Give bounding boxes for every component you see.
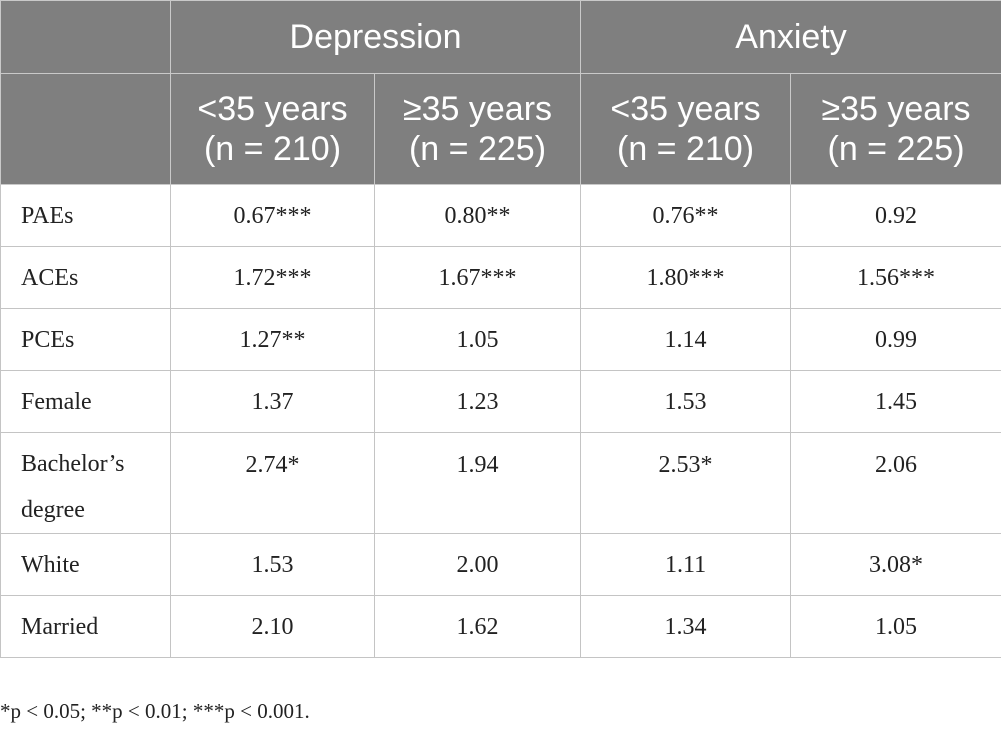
table-row-married: Married 2.10 1.62 1.34 1.05 <box>0 595 1001 658</box>
cell-value: 1.45 <box>790 370 1001 433</box>
cell-value: 1.05 <box>790 595 1001 658</box>
table-row-female: Female 1.37 1.23 1.53 1.45 <box>0 370 1001 433</box>
cell-value: 1.23 <box>373 370 582 433</box>
subheader-age: <35 years <box>197 90 348 128</box>
cell-value: 2.06 <box>790 432 1001 534</box>
row-label: White <box>0 533 171 596</box>
cell-value: 0.80** <box>373 184 582 247</box>
row-label: PCEs <box>0 308 171 371</box>
cell-value: 1.27** <box>170 308 375 371</box>
header-row-subgroups: <35 years (n = 210) ≥35 years (n = 225) … <box>0 73 1001 185</box>
odds-ratio-table-container: Depression Anxiety <35 years (n = 210) ≥… <box>0 0 1001 658</box>
cell-value: 1.34 <box>580 595 792 658</box>
cell-value: 2.00 <box>373 533 582 596</box>
cell-value: 1.05 <box>373 308 582 371</box>
cell-value: 0.76** <box>580 184 792 247</box>
cell-value: 1.14 <box>580 308 792 371</box>
cell-value: 1.56*** <box>790 246 1001 309</box>
table-body: PAEs 0.67*** 0.80** 0.76** 0.92 ACEs 1.7… <box>0 184 1001 658</box>
cell-value: 1.37 <box>170 370 375 433</box>
cell-value: 1.94 <box>373 432 582 534</box>
subheader-depression-under35: <35 years (n = 210) <box>170 73 375 185</box>
subheader-anxiety-under35: <35 years (n = 210) <box>580 73 792 185</box>
row-label: Married <box>0 595 171 658</box>
group-header-depression: Depression <box>169 0 582 74</box>
cell-value: 0.92 <box>790 184 1001 247</box>
subheader-depression-35plus: ≥35 years (n = 225) <box>373 73 582 185</box>
cell-value: 1.72*** <box>170 246 375 309</box>
subheader-n: (n = 210) <box>203 130 342 168</box>
table-row-bachelors-degree: Bachelor’s degree 2.74* 1.94 2.53* 2.06 <box>0 432 1001 534</box>
table-header: Depression Anxiety <35 years (n = 210) ≥… <box>0 0 1001 185</box>
cell-value: 1.80*** <box>580 246 792 309</box>
cell-value: 1.53 <box>580 370 792 433</box>
header-corner <box>0 0 171 74</box>
subheader-anxiety-35plus: ≥35 years (n = 225) <box>790 73 1001 185</box>
row-label: PAEs <box>0 184 171 247</box>
table-row-white: White 1.53 2.00 1.11 3.08* <box>0 533 1001 596</box>
group-header-anxiety: Anxiety <box>580 0 1001 74</box>
cell-value: 3.08* <box>790 533 1001 596</box>
cell-value: 2.10 <box>170 595 375 658</box>
subheader-n: (n = 225) <box>408 130 547 168</box>
cell-value: 2.74* <box>170 432 375 534</box>
cell-value: 1.67*** <box>373 246 582 309</box>
row-label: Female <box>0 370 171 433</box>
header-corner-sub <box>0 73 171 185</box>
table-row-aces: ACEs 1.72*** 1.67*** 1.80*** 1.56*** <box>0 246 1001 309</box>
subheader-age: ≥35 years <box>821 90 971 128</box>
cell-value: 0.67*** <box>170 184 375 247</box>
subheader-age: <35 years <box>610 90 761 128</box>
cell-value: 2.53* <box>580 432 792 534</box>
subheader-age: ≥35 years <box>402 90 553 128</box>
row-label: ACEs <box>0 246 171 309</box>
subheader-n: (n = 210) <box>617 130 755 168</box>
odds-ratio-table: Depression Anxiety <35 years (n = 210) ≥… <box>0 0 1001 658</box>
table-row-pces: PCEs 1.27** 1.05 1.14 0.99 <box>0 308 1001 371</box>
cell-value: 1.62 <box>373 595 582 658</box>
header-row-groups: Depression Anxiety <box>0 0 1001 74</box>
row-label: Bachelor’s degree <box>0 432 171 534</box>
significance-footnote: *p < 0.05; **p < 0.01; ***p < 0.001. <box>0 699 310 723</box>
table-row-paes: PAEs 0.67*** 0.80** 0.76** 0.92 <box>0 184 1001 247</box>
cell-value: 1.53 <box>170 533 375 596</box>
cell-value: 1.11 <box>580 533 792 596</box>
cell-value: 0.99 <box>790 308 1001 371</box>
subheader-n: (n = 225) <box>827 130 965 168</box>
